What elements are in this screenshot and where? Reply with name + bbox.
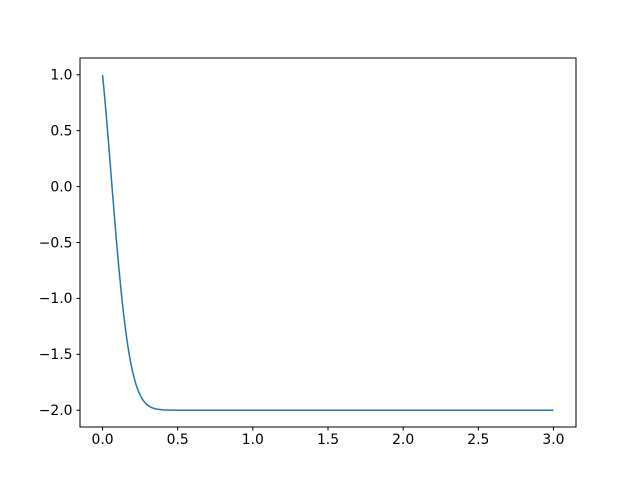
x-tick-label: 3.0 (542, 432, 564, 448)
x-tick-label: 0.0 (91, 432, 113, 448)
y-tick-label: −1.0 (39, 291, 73, 307)
line-series-group (101, 74, 554, 411)
y-tick-label: −1.5 (39, 347, 73, 363)
y-axis: 1.0 0.5 0.0 −0.5 −1.0 −1.5 −2.0 (39, 68, 80, 419)
x-tick-label: 2.5 (467, 432, 489, 448)
line-series-decay-curve (101, 74, 554, 411)
x-tick-label: 1.5 (317, 432, 339, 448)
x-tick-label: 1.0 (242, 432, 264, 448)
y-tick-label: −0.5 (39, 235, 73, 251)
y-tick-label: 1.0 (50, 68, 72, 84)
x-tick-label: 0.5 (167, 432, 189, 448)
y-tick-label: 0.5 (50, 123, 72, 139)
x-tick-label: 2.0 (392, 432, 414, 448)
x-axis: 0.0 0.5 1.0 1.5 2.0 2.5 3.0 (91, 427, 565, 448)
y-tick-label: 0.0 (50, 179, 72, 195)
y-tick-label: −2.0 (39, 403, 73, 419)
plot-area (80, 58, 576, 427)
axes-spines (79, 57, 577, 428)
